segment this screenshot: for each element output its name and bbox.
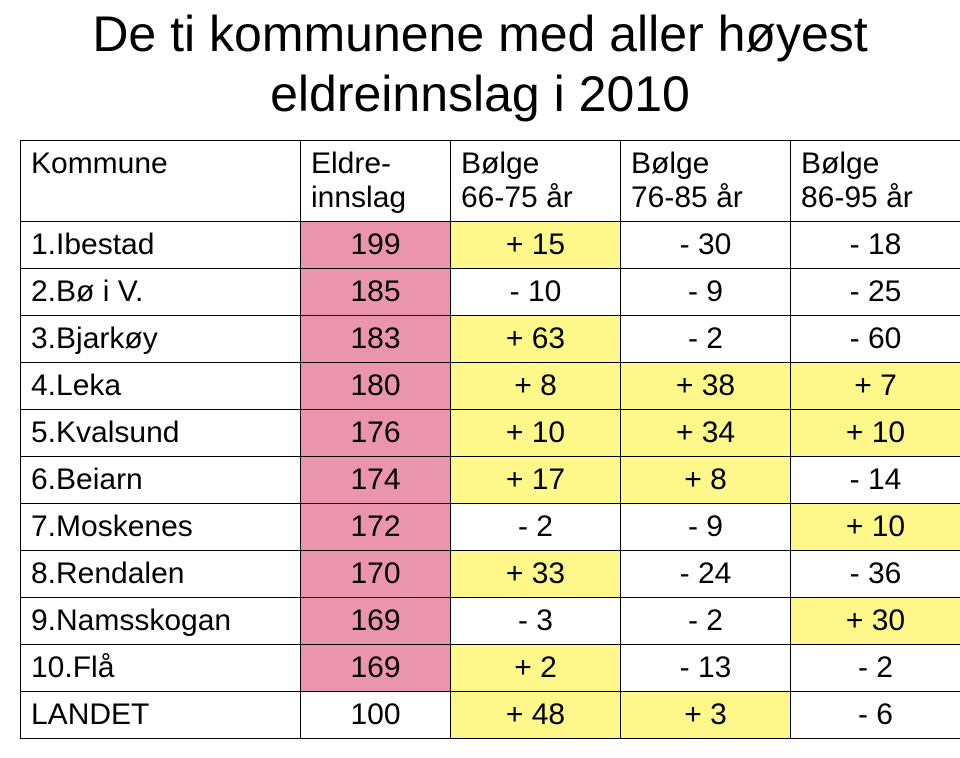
cell-bolge-66-75: + 15 [451, 222, 621, 269]
cell-kommune: 2.Bø i V. [21, 269, 301, 316]
cell-bolge-66-75: - 10 [451, 269, 621, 316]
table-row: LANDET100+ 48+ 3- 6 [21, 692, 960, 739]
slide: De ti kommunene med aller høyest eldrein… [0, 4, 960, 758]
header-label: Bølge [461, 147, 610, 181]
cell-eldreinnslag: 185 [301, 269, 451, 316]
table-row: 3.Bjarkøy183+ 63- 2- 60 [21, 316, 960, 363]
cell-eldreinnslag: 172 [301, 504, 451, 551]
cell-bolge-76-85: - 24 [621, 551, 791, 598]
cell-kommune: 4.Leka [21, 363, 301, 410]
cell-bolge-86-95: - 6 [791, 692, 960, 739]
cell-bolge-66-75: + 48 [451, 692, 621, 739]
cell-bolge-76-85: + 3 [621, 692, 791, 739]
cell-bolge-86-95: - 18 [791, 222, 960, 269]
cell-kommune: LANDET [21, 692, 301, 739]
cell-kommune: 7.Moskenes [21, 504, 301, 551]
header-label: 86-95 år [801, 181, 950, 215]
data-table: Kommune Eldre- innslag Bølge 66-75 år Bø… [20, 140, 960, 739]
col-bolge-86-95: Bølge 86-95 år [791, 141, 960, 222]
cell-bolge-76-85: - 13 [621, 645, 791, 692]
cell-eldreinnslag: 174 [301, 457, 451, 504]
table-row: 2.Bø i V.185- 10- 9- 25 [21, 269, 960, 316]
cell-eldreinnslag: 169 [301, 598, 451, 645]
cell-bolge-86-95: - 36 [791, 551, 960, 598]
cell-eldreinnslag: 180 [301, 363, 451, 410]
cell-kommune: 8.Rendalen [21, 551, 301, 598]
cell-bolge-76-85: - 9 [621, 269, 791, 316]
cell-bolge-86-95: + 30 [791, 598, 960, 645]
cell-bolge-66-75: + 10 [451, 410, 621, 457]
cell-kommune: 1.Ibestad [21, 222, 301, 269]
cell-eldreinnslag: 100 [301, 692, 451, 739]
table-row: 1.Ibestad199+ 15- 30- 18 [21, 222, 960, 269]
cell-bolge-76-85: - 30 [621, 222, 791, 269]
cell-bolge-66-75: - 3 [451, 598, 621, 645]
header-label: Eldre- [311, 147, 440, 181]
header-label: innslag [311, 181, 440, 215]
table-row: 8.Rendalen170+ 33- 24- 36 [21, 551, 960, 598]
col-bolge-76-85: Bølge 76-85 år [621, 141, 791, 222]
slide-title: De ti kommunene med aller høyest eldrein… [20, 4, 940, 124]
header-label: 76-85 år [631, 181, 780, 215]
table-header-row: Kommune Eldre- innslag Bølge 66-75 år Bø… [21, 141, 960, 222]
table-row: 6.Beiarn174+ 17+ 8- 14 [21, 457, 960, 504]
header-label: Kommune [31, 147, 168, 180]
cell-bolge-86-95: - 14 [791, 457, 960, 504]
header-label: 66-75 år [461, 181, 610, 215]
cell-bolge-66-75: + 2 [451, 645, 621, 692]
cell-eldreinnslag: 183 [301, 316, 451, 363]
cell-eldreinnslag: 199 [301, 222, 451, 269]
cell-bolge-86-95: + 10 [791, 410, 960, 457]
cell-bolge-86-95: + 7 [791, 363, 960, 410]
cell-eldreinnslag: 170 [301, 551, 451, 598]
cell-bolge-76-85: - 2 [621, 316, 791, 363]
cell-bolge-66-75: + 17 [451, 457, 621, 504]
title-line-2: eldreinnslag i 2010 [270, 66, 690, 122]
header-label: Bølge [631, 147, 780, 181]
cell-bolge-76-85: + 8 [621, 457, 791, 504]
col-kommune: Kommune [21, 141, 301, 222]
cell-bolge-76-85: - 2 [621, 598, 791, 645]
cell-bolge-86-95: - 60 [791, 316, 960, 363]
cell-bolge-66-75: + 63 [451, 316, 621, 363]
table-row: 9.Namsskogan169- 3- 2+ 30 [21, 598, 960, 645]
table-body: 1.Ibestad199+ 15- 30- 182.Bø i V.185- 10… [21, 222, 960, 739]
cell-bolge-86-95: - 2 [791, 645, 960, 692]
cell-eldreinnslag: 169 [301, 645, 451, 692]
cell-kommune: 10.Flå [21, 645, 301, 692]
cell-bolge-76-85: + 34 [621, 410, 791, 457]
cell-bolge-76-85: + 38 [621, 363, 791, 410]
cell-eldreinnslag: 176 [301, 410, 451, 457]
cell-bolge-76-85: - 9 [621, 504, 791, 551]
col-eldreinnslag: Eldre- innslag [301, 141, 451, 222]
cell-bolge-86-95: - 25 [791, 269, 960, 316]
table-row: 10.Flå169+ 2- 13- 2 [21, 645, 960, 692]
table-row: 4.Leka180+ 8+ 38+ 7 [21, 363, 960, 410]
col-bolge-66-75: Bølge 66-75 år [451, 141, 621, 222]
cell-kommune: 6.Beiarn [21, 457, 301, 504]
table-row: 5.Kvalsund176+ 10+ 34+ 10 [21, 410, 960, 457]
cell-bolge-66-75: + 8 [451, 363, 621, 410]
title-line-1: De ti kommunene med aller høyest [92, 6, 867, 62]
cell-bolge-66-75: - 2 [451, 504, 621, 551]
cell-bolge-66-75: + 33 [451, 551, 621, 598]
header-label: Bølge [801, 147, 950, 181]
cell-kommune: 3.Bjarkøy [21, 316, 301, 363]
cell-bolge-86-95: + 10 [791, 504, 960, 551]
cell-kommune: 9.Namsskogan [21, 598, 301, 645]
table-row: 7.Moskenes172- 2- 9+ 10 [21, 504, 960, 551]
cell-kommune: 5.Kvalsund [21, 410, 301, 457]
